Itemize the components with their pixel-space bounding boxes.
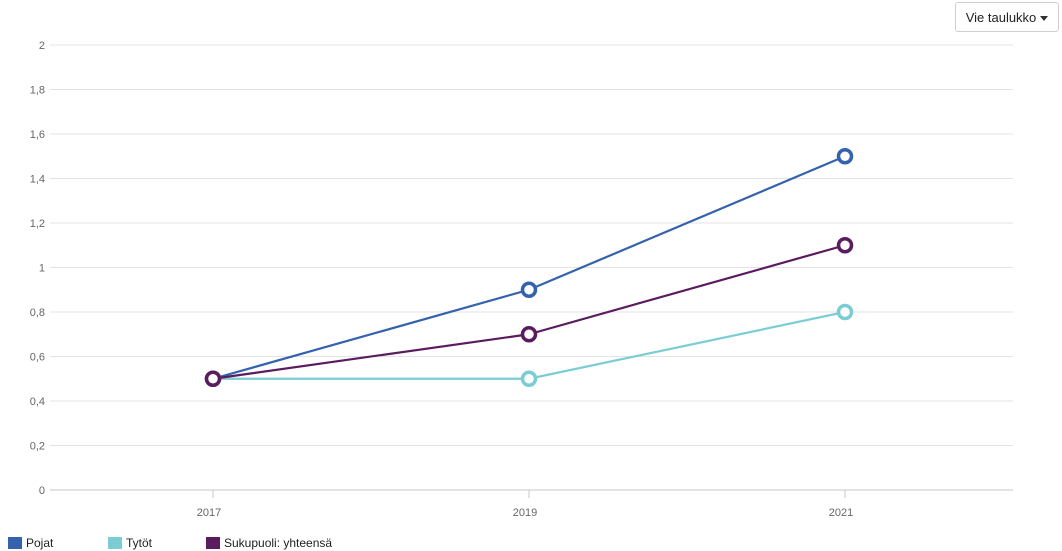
data-point bbox=[204, 370, 222, 387]
legend-item-tytot[interactable]: Tytöt bbox=[108, 536, 206, 550]
export-table-label: Vie taulukko bbox=[965, 9, 1037, 25]
y-tick-label: 0,2 bbox=[30, 441, 45, 453]
y-tick-label: 2 bbox=[39, 40, 45, 52]
caret-down-icon bbox=[1040, 15, 1049, 21]
x-tick-label: 2017 bbox=[197, 507, 221, 519]
y-tick-label: 1,6 bbox=[30, 129, 45, 141]
y-tick-label: 1,2 bbox=[30, 218, 45, 230]
export-table-button[interactable]: Vie taulukko bbox=[955, 2, 1059, 32]
legend-swatch bbox=[206, 537, 220, 549]
data-point bbox=[836, 148, 854, 165]
legend-swatch bbox=[108, 537, 122, 549]
y-tick-label: 0,4 bbox=[30, 396, 45, 408]
y-tick-label: 1,4 bbox=[30, 174, 45, 186]
line-chart: 0 0,2 0,4 0,6 0,8 1 1,2 1,4 1,6 1,8 2 2017 2019 2021 bbox=[30, 40, 1013, 519]
x-tick-label: 2019 bbox=[513, 507, 537, 519]
y-tick-label: 1 bbox=[39, 263, 45, 275]
x-tick-label: 2021 bbox=[829, 507, 853, 519]
legend-label: Sukupuoli: yhteensä bbox=[224, 536, 333, 550]
data-point bbox=[520, 326, 538, 343]
series-line bbox=[213, 310, 846, 380]
data-point bbox=[520, 281, 538, 298]
legend-label: Tytöt bbox=[126, 536, 153, 550]
legend-item-yhteensa[interactable]: Sukupuoli: yhteensä bbox=[206, 536, 332, 550]
y-tick-label: 1,8 bbox=[30, 85, 45, 97]
y-tick-label: 0,8 bbox=[30, 307, 45, 319]
y-tick-label: 0 bbox=[39, 485, 45, 497]
legend-label: Pojat bbox=[26, 536, 54, 550]
y-tick-label: 0,6 bbox=[30, 352, 45, 364]
legend-item-pojat[interactable]: Pojat bbox=[8, 536, 108, 550]
data-point bbox=[520, 370, 538, 387]
chart-legend: Pojat Tytöt Sukupuoli: yhteensä bbox=[8, 535, 332, 551]
legend-swatch bbox=[8, 537, 22, 549]
data-point bbox=[836, 303, 854, 321]
data-point bbox=[836, 237, 854, 254]
